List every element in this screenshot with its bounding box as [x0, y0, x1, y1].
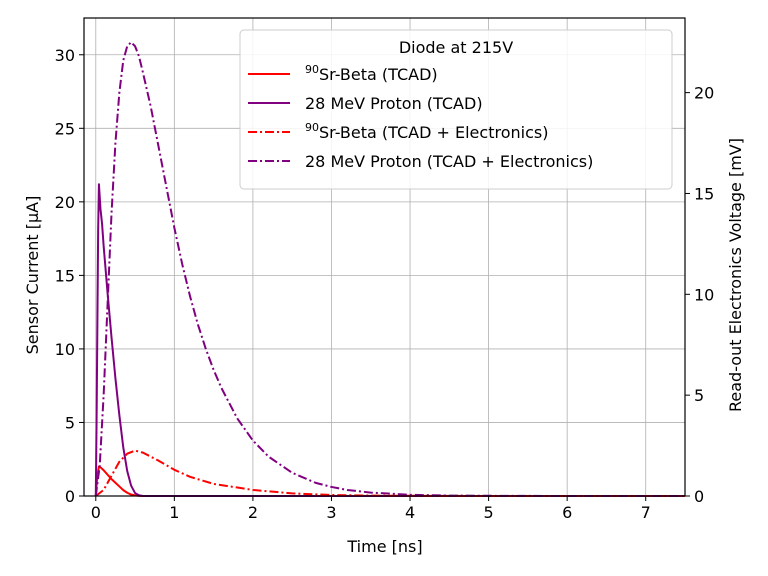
x-tick-label: 0: [91, 503, 101, 522]
legend-entry-text: 28 MeV Proton (TCAD + Electronics): [305, 152, 593, 171]
y-left-tick-label: 15: [55, 266, 75, 285]
legend: Diode at 215V 90Sr-Beta (TCAD)28 MeV Pro…: [239, 29, 673, 190]
y-right-tick-label: 0: [694, 487, 704, 506]
y-left-tick-label: 10: [55, 340, 75, 359]
y-right-tick-label: 20: [694, 84, 714, 103]
y-left-tick-label: 5: [65, 413, 75, 432]
legend-entry-superscript: 90: [305, 121, 319, 134]
tick-layer: 0 1 2 3 4 5 6 7 0 5 10 15 20 25 30 0 5 10 15 20: [55, 46, 715, 522]
legend-title: Diode at 215V: [399, 38, 513, 57]
y-left-tick-label: 20: [55, 193, 75, 212]
legend-entry-label: 90Sr-Beta (TCAD + Electronics): [305, 121, 548, 142]
y-axis-label-right: Read-out Electronics Voltage [mV]: [726, 138, 745, 412]
y-left-tick-label: 0: [65, 487, 75, 506]
legend-entry-label: 28 MeV Proton (TCAD): [305, 94, 483, 113]
legend-entry-label: 28 MeV Proton (TCAD + Electronics): [305, 152, 593, 171]
x-tick-label: 3: [326, 503, 336, 522]
legend-entries: 90Sr-Beta (TCAD)28 MeV Proton (TCAD)90Sr…: [248, 63, 593, 171]
y-right-tick-label: 10: [694, 285, 714, 304]
legend-entry-label: 90Sr-Beta (TCAD): [305, 63, 438, 84]
series-line-0: [94, 465, 685, 497]
x-axis-label: Time [ns]: [346, 537, 422, 556]
series-line-3: [94, 41, 685, 497]
series-line-1: [94, 183, 685, 497]
legend-entry-text: 28 MeV Proton (TCAD): [305, 94, 483, 113]
series-line-2: [95, 449, 685, 497]
x-tick-label: 4: [405, 503, 415, 522]
plot-frame: [83, 17, 686, 497]
legend-entry-text: Sr-Beta (TCAD + Electronics): [319, 123, 548, 142]
legend-entry-superscript: 90: [305, 63, 319, 76]
x-tick-label: 2: [248, 503, 258, 522]
y-left-tick-label: 30: [55, 46, 75, 65]
y-right-tick-label: 5: [694, 386, 704, 405]
x-tick-label: 5: [484, 503, 494, 522]
x-tick-label: 7: [641, 503, 651, 522]
y-axis-label-left: Sensor Current [μA]: [23, 196, 42, 355]
x-tick-label: 1: [169, 503, 179, 522]
x-tick-label: 6: [562, 503, 572, 522]
y-right-tick-label: 15: [694, 184, 714, 203]
y-left-tick-label: 25: [55, 119, 75, 138]
legend-entry-text: Sr-Beta (TCAD): [319, 65, 438, 84]
legend-box: [239, 29, 673, 190]
